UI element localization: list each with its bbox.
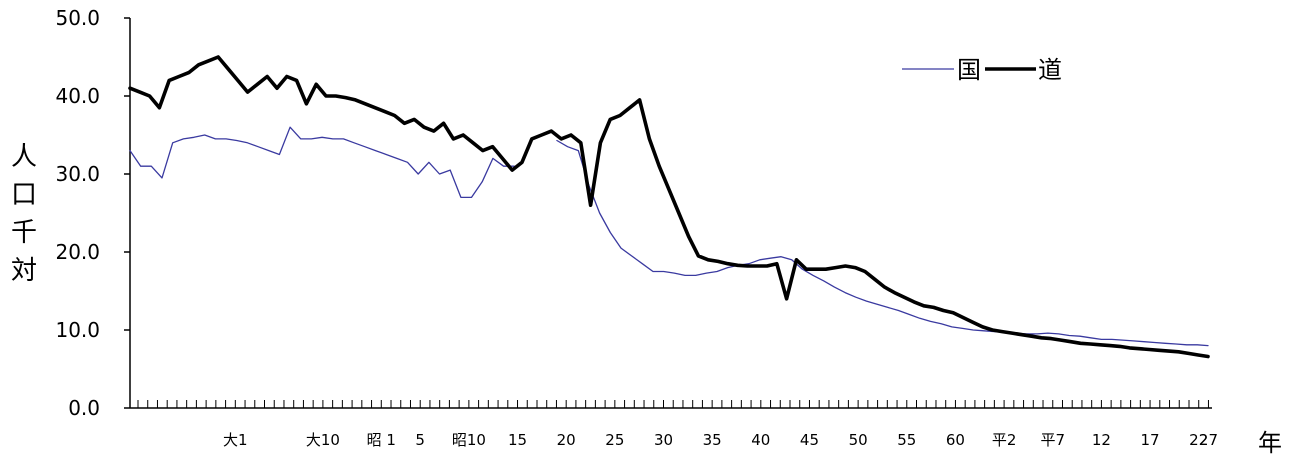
x-tick-label: 平2 (992, 431, 1017, 449)
series-line-kuni (129, 126, 515, 199)
y-tick-label: 10.0 (55, 318, 100, 342)
x-tick-labels: 大1 大10 昭 1 5 昭10 15 20 25 30 35 40 45 50 55 60 平2 平7 12 17… (223, 431, 1218, 449)
series-line-kuni (556, 139, 1209, 347)
x-axis-label: 年 (1258, 429, 1282, 454)
x-tick-label: 60 (946, 431, 965, 449)
y-axis-label-char: 千 (11, 218, 37, 248)
x-tick-label: 12 (1092, 431, 1111, 449)
series-line-do (128, 55, 1210, 359)
x-tick-label: 27 (1199, 431, 1218, 449)
x-tick-label: 25 (605, 431, 624, 449)
x-tick-label: 30 (654, 431, 673, 449)
x-tick-label: 17 (1141, 431, 1160, 449)
x-tick-label: 50 (849, 431, 868, 449)
x-tick-label: 昭 1 (367, 431, 396, 449)
y-axis-label-char: 人 (11, 142, 37, 172)
legend-label-kuni: 国 (957, 56, 981, 84)
x-tick-label: 55 (897, 431, 916, 449)
y-tick-label: 0.0 (68, 396, 100, 420)
axes (129, 18, 1212, 409)
x-ticks (137, 400, 1209, 408)
y-tick-label: 20.0 (55, 240, 100, 264)
x-tick-label: 大10 (306, 431, 340, 449)
x-tick-label: 45 (800, 431, 819, 449)
x-tick-label: 大1 (223, 431, 248, 449)
y-tick-label: 30.0 (55, 162, 100, 186)
x-tick-label: 35 (703, 431, 722, 449)
x-tick-label: 20 (557, 431, 576, 449)
x-tick-label: 40 (751, 431, 770, 449)
y-tick-label: 40.0 (55, 84, 100, 108)
x-tick-label: 22 (1189, 431, 1208, 449)
series-lines (128, 55, 1210, 359)
legend-label-do: 道 (1038, 56, 1062, 84)
x-tick-label: 昭10 (452, 431, 486, 449)
y-ticks: 0.0 10.0 20.0 30.0 40.0 50.0 (55, 6, 130, 420)
y-tick-label: 50.0 (55, 6, 100, 30)
legend: 国 道 (902, 56, 1062, 84)
x-tick-label: 15 (508, 431, 527, 449)
y-axis-label-char: 対 (11, 256, 37, 286)
y-axis-label-char: 口 (11, 180, 37, 210)
x-tick-label: 平7 (1040, 431, 1065, 449)
x-tick-label: 5 (415, 431, 425, 449)
